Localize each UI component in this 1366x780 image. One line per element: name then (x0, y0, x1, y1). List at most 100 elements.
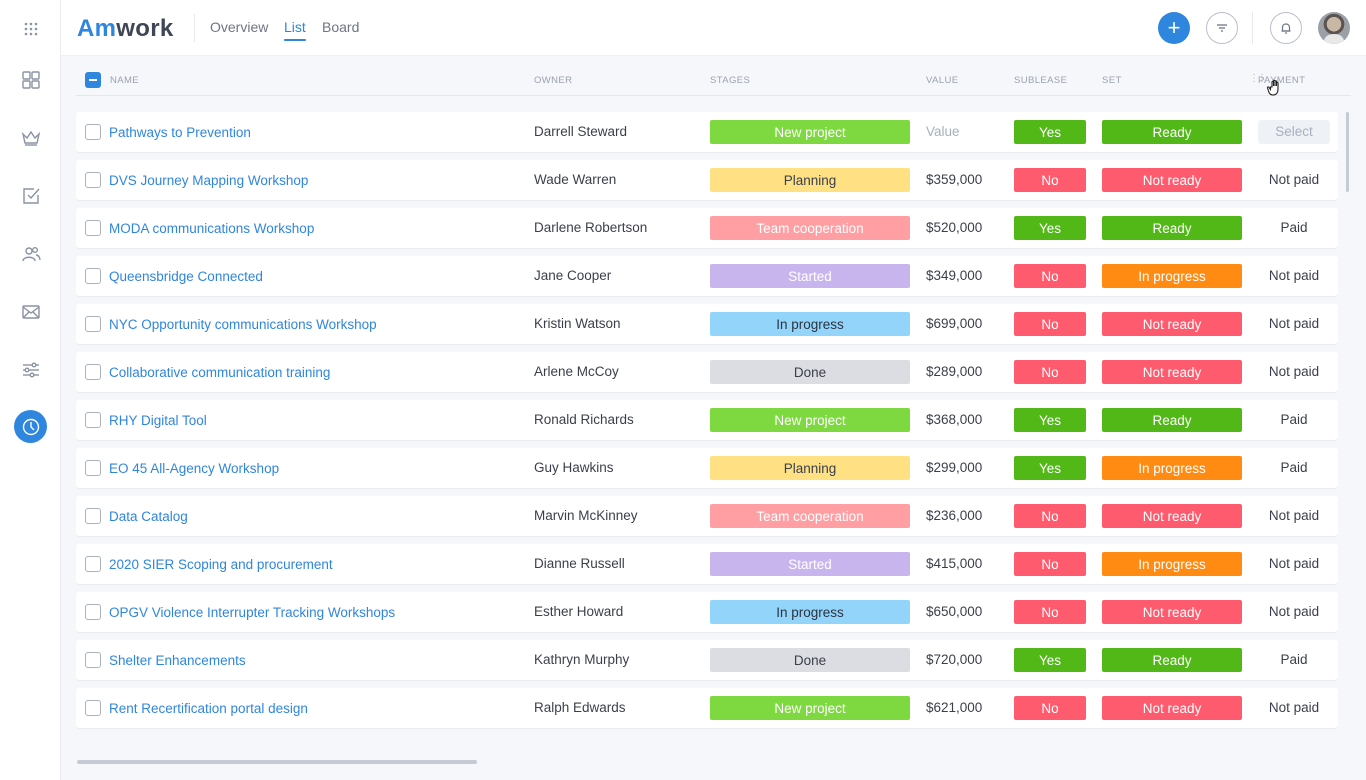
set-status-badge[interactable]: Not ready (1102, 168, 1242, 192)
sublease-badge[interactable]: Yes (1014, 120, 1086, 144)
column-header-stages[interactable]: STAGES (710, 75, 751, 86)
stage-badge[interactable]: Team cooperation (710, 504, 910, 528)
stage-badge[interactable]: Done (710, 360, 910, 384)
table-row[interactable]: NYC Opportunity communications Workshop K… (76, 304, 1338, 344)
users-icon[interactable] (14, 237, 47, 270)
user-avatar[interactable] (1318, 12, 1350, 44)
project-name-link[interactable]: Queensbridge Connected (109, 269, 263, 284)
checkbox-icon[interactable] (14, 179, 47, 212)
stage-badge[interactable]: New project (710, 696, 910, 720)
column-header-name[interactable]: NAME (110, 75, 140, 86)
filter-button[interactable] (1206, 12, 1238, 44)
value-field[interactable]: $359,000 (926, 172, 983, 187)
value-field[interactable]: $650,000 (926, 604, 983, 619)
set-status-badge[interactable]: Not ready (1102, 312, 1242, 336)
crown-icon[interactable] (14, 121, 47, 154)
row-checkbox[interactable] (85, 556, 101, 572)
value-field[interactable]: $349,000 (926, 268, 983, 283)
sublease-badge[interactable]: Yes (1014, 408, 1086, 432)
row-checkbox[interactable] (85, 316, 101, 332)
set-status-badge[interactable]: In progress (1102, 456, 1242, 480)
sublease-badge[interactable]: No (1014, 312, 1086, 336)
sublease-badge[interactable]: Yes (1014, 456, 1086, 480)
app-logo[interactable]: Amwork (77, 15, 174, 43)
project-name-link[interactable]: DVS Journey Mapping Workshop (109, 173, 309, 188)
project-name-link[interactable]: OPGV Violence Interrupter Tracking Works… (109, 605, 396, 620)
project-name-link[interactable]: Rent Recertification portal design (109, 701, 308, 716)
table-row[interactable]: Rent Recertification portal design Ralph … (76, 688, 1338, 728)
table-row[interactable]: RHY Digital Tool Ronald Richards New proje… (76, 400, 1338, 440)
sublease-badge[interactable]: No (1014, 360, 1086, 384)
row-checkbox[interactable] (85, 220, 101, 236)
vertical-scrollbar[interactable] (1346, 112, 1349, 192)
row-checkbox[interactable] (85, 460, 101, 476)
value-field[interactable]: $720,000 (926, 652, 983, 667)
row-checkbox[interactable] (85, 508, 101, 524)
table-row[interactable]: DVS Journey Mapping Workshop Wade Warren P… (76, 160, 1338, 200)
stage-badge[interactable]: New project (710, 408, 910, 432)
stage-badge[interactable]: Planning (710, 168, 910, 192)
stage-badge[interactable]: New project (710, 120, 910, 144)
table-row[interactable]: OPGV Violence Interrupter Tracking Works… (76, 592, 1338, 632)
column-header-value[interactable]: VALUE (926, 75, 959, 86)
project-name-link[interactable]: RHY Digital Tool (109, 413, 207, 428)
dashboard-icon[interactable] (14, 63, 47, 96)
project-name-link[interactable]: Collaborative communication training (109, 365, 331, 380)
value-field[interactable]: $699,000 (926, 316, 983, 331)
stage-badge[interactable]: Done (710, 648, 910, 672)
set-status-badge[interactable]: Ready (1102, 120, 1242, 144)
row-checkbox[interactable] (85, 604, 101, 620)
column-header-set[interactable]: SET (1102, 75, 1122, 86)
horizontal-scrollbar[interactable] (77, 760, 477, 764)
sublease-badge[interactable]: No (1014, 696, 1086, 720)
table-row[interactable]: Queensbridge Connected Jane Cooper Started… (76, 256, 1338, 296)
sublease-badge[interactable]: No (1014, 264, 1086, 288)
sublease-badge[interactable]: No (1014, 600, 1086, 624)
table-row[interactable]: Pathways to Prevention Darrell Steward New… (76, 112, 1338, 152)
table-row[interactable]: EO 45 All-Agency Workshop Guy Hawkins Plan… (76, 448, 1338, 488)
clock-icon[interactable] (14, 410, 47, 443)
column-header-sublease[interactable]: SUBLEASE (1014, 75, 1068, 86)
set-status-badge[interactable]: Ready (1102, 408, 1242, 432)
column-header-owner[interactable]: OWNER (534, 75, 573, 86)
project-name-link[interactable]: 2020 SIER Scoping and procurement (109, 557, 333, 572)
value-field[interactable]: $368,000 (926, 412, 983, 427)
payment-select[interactable]: Select (1258, 120, 1330, 144)
set-status-badge[interactable]: In progress (1102, 264, 1242, 288)
set-status-badge[interactable]: Ready (1102, 648, 1242, 672)
value-field[interactable]: $621,000 (926, 700, 983, 715)
tab-list[interactable]: List (284, 19, 306, 41)
table-row[interactable]: MODA communications Workshop Darlene Robe… (76, 208, 1338, 248)
set-status-badge[interactable]: Ready (1102, 216, 1242, 240)
stage-badge[interactable]: Started (710, 264, 910, 288)
sublease-badge[interactable]: Yes (1014, 216, 1086, 240)
grid-menu-icon[interactable] (14, 12, 47, 45)
table-row[interactable]: Collaborative communication training Arle… (76, 352, 1338, 392)
sliders-icon[interactable] (14, 353, 47, 386)
table-row[interactable]: Shelter Enhancements Kathryn Murphy Done $7… (76, 640, 1338, 680)
value-field[interactable]: $415,000 (926, 556, 983, 571)
stage-badge[interactable]: Started (710, 552, 910, 576)
tab-board[interactable]: Board (322, 19, 360, 35)
drag-handle-icon[interactable]: ⋮⋮ (1249, 73, 1267, 84)
row-checkbox[interactable] (85, 268, 101, 284)
set-status-badge[interactable]: Not ready (1102, 360, 1242, 384)
project-name-link[interactable]: MODA communications Workshop (109, 221, 315, 236)
mail-icon[interactable] (14, 295, 47, 328)
row-checkbox[interactable] (85, 172, 101, 188)
stage-badge[interactable]: In progress (710, 600, 910, 624)
table-row[interactable]: Data Catalog Marvin McKinney Team cooperat… (76, 496, 1338, 536)
row-checkbox[interactable] (85, 652, 101, 668)
notifications-button[interactable] (1270, 12, 1302, 44)
set-status-badge[interactable]: Not ready (1102, 696, 1242, 720)
value-field[interactable]: $289,000 (926, 364, 983, 379)
stage-badge[interactable]: In progress (710, 312, 910, 336)
value-field[interactable]: $520,000 (926, 220, 983, 235)
row-checkbox[interactable] (85, 124, 101, 140)
project-name-link[interactable]: Data Catalog (109, 509, 188, 524)
sublease-badge[interactable]: No (1014, 504, 1086, 528)
set-status-badge[interactable]: Not ready (1102, 600, 1242, 624)
column-header-payment[interactable]: PAYMENT (1258, 75, 1306, 86)
project-name-link[interactable]: EO 45 All-Agency Workshop (109, 461, 280, 476)
row-checkbox[interactable] (85, 364, 101, 380)
